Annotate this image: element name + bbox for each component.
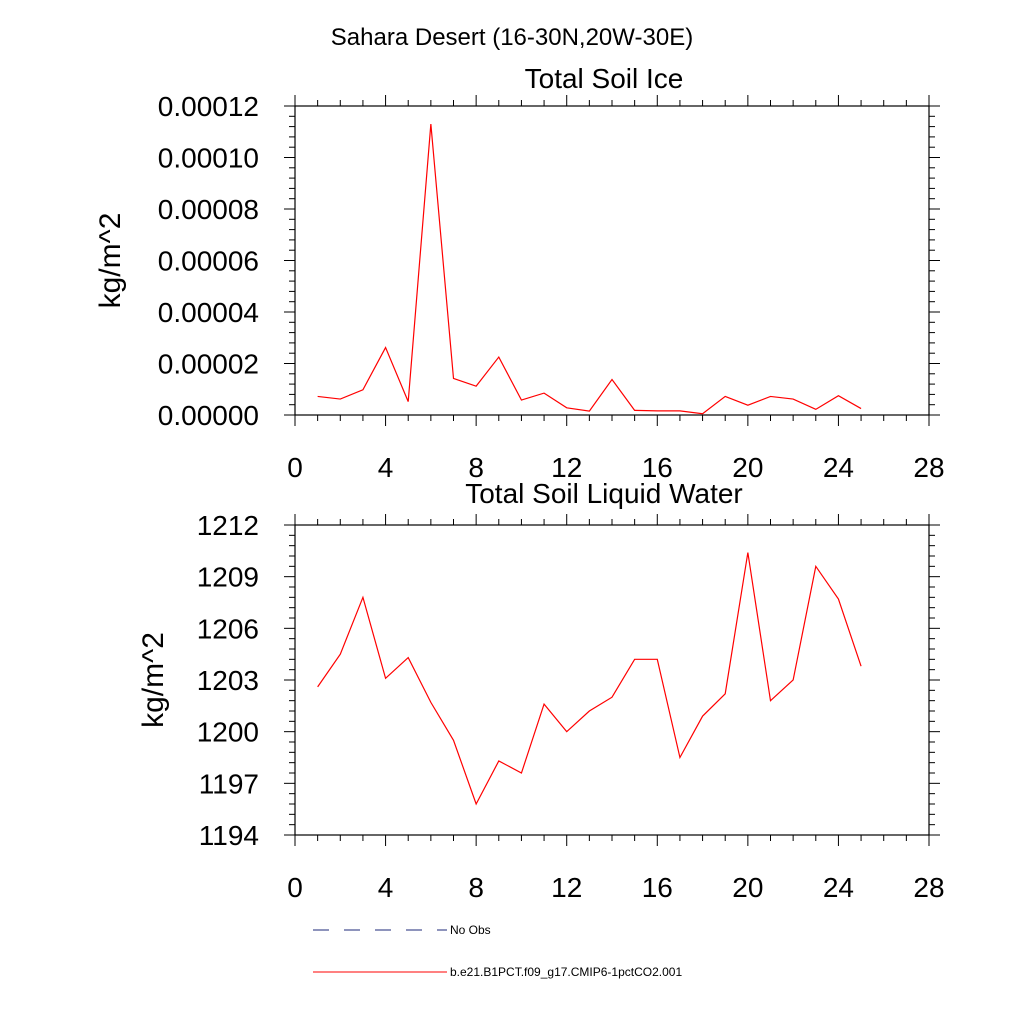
y-tick-label: 1212 (197, 510, 259, 541)
x-tick-label: 16 (642, 872, 673, 903)
x-tick-label: 4 (378, 872, 394, 903)
figure-main-title: Sahara Desert (16-30N,20W-30E) (331, 24, 693, 51)
y-tick-label: 0.00012 (158, 91, 259, 122)
series-line (317, 552, 862, 806)
y-tick-label: 1194 (199, 820, 259, 851)
y-axis-label: kg/m^2 (94, 213, 127, 309)
chart-panel-2: Total Soil Liquid Water kg/m^2 0 4 8 12 16 20 24… (137, 478, 945, 903)
plot-frame (294, 105, 930, 416)
y-tick-label: 0.00004 (158, 297, 259, 328)
x-tick-label: 24 (823, 872, 854, 903)
y-tick-label: 0.00010 (158, 143, 259, 174)
legend: No Obs b.e21.B1PCT.f09_g17.CMIP6-1pctCO2… (313, 923, 682, 979)
legend-label-model-run: b.e21.B1PCT.f09_g17.CMIP6-1pctCO2.001 (450, 965, 682, 979)
y-tick-label: 1209 (197, 562, 259, 593)
y-tick-label: 1200 (197, 717, 259, 748)
chart-title: Total Soil Liquid Water (465, 478, 743, 509)
x-tick-label: 20 (732, 872, 763, 903)
series-line (317, 123, 862, 415)
y-tick-label: 1197 (199, 768, 259, 799)
x-tick-label: 12 (551, 872, 582, 903)
y-tick-label: 0.00008 (158, 194, 259, 225)
x-tick-label: 28 (913, 452, 944, 483)
x-tick-label: 24 (823, 452, 854, 483)
y-axis-label: kg/m^2 (137, 632, 170, 728)
x-tick-label: 20 (732, 452, 763, 483)
x-tick-label: 0 (287, 452, 303, 483)
chart-title: Total Soil Ice (525, 63, 684, 94)
x-tick-label: 8 (468, 452, 484, 483)
x-tick-label: 4 (378, 452, 394, 483)
y-tick-label: 1206 (197, 613, 259, 644)
y-tick-label: 0.00006 (158, 246, 259, 277)
chart-panels: Total Soil Ice kg/m^2 0 4 8 12 16 20 24 28 0.00000… (94, 63, 945, 903)
x-tick-label: 28 (913, 872, 944, 903)
x-tick-label: 12 (551, 452, 582, 483)
y-tick-label: 1203 (197, 665, 259, 696)
chart-panel-1: Total Soil Ice kg/m^2 0 4 8 12 16 20 24 28 0.00000… (94, 63, 945, 483)
x-tick-label: 0 (287, 872, 303, 903)
legend-label-no-obs: No Obs (450, 923, 491, 937)
y-tick-label: 0.00000 (158, 400, 259, 431)
x-tick-label: 8 (468, 872, 484, 903)
x-tick-label: 16 (642, 452, 673, 483)
y-tick-label: 0.00002 (158, 349, 259, 380)
plot-frame (294, 524, 930, 836)
